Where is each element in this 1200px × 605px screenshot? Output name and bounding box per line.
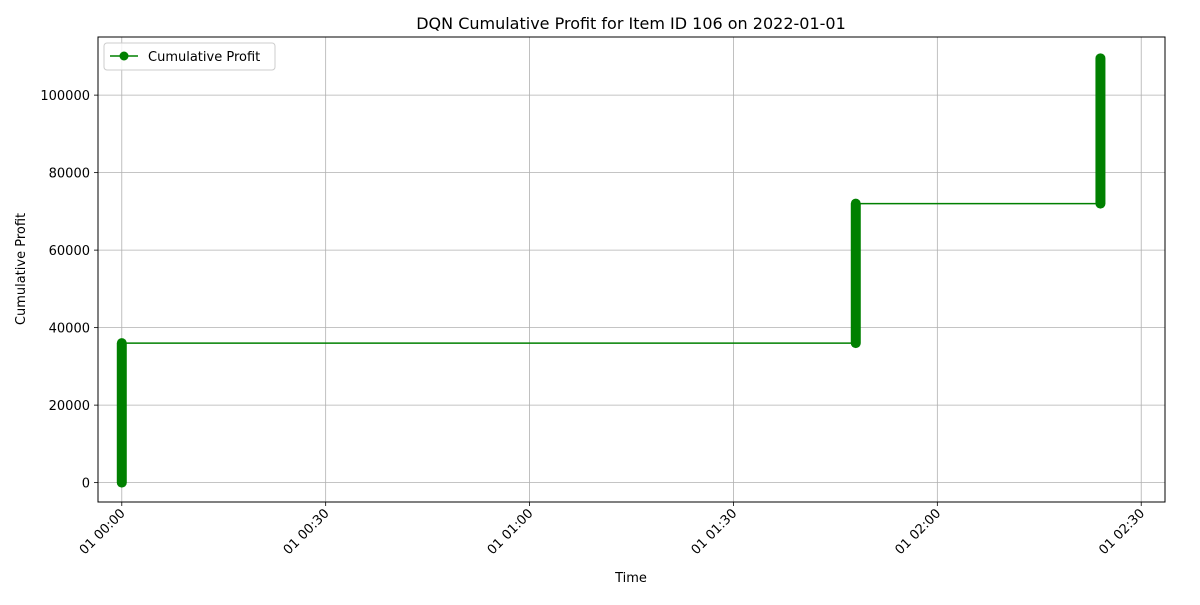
series-marker-band [1095,53,1106,209]
y-tick-label: 100000 [40,89,90,104]
x-tick-label: 01 02:30 [1096,506,1148,558]
x-tick-label: 01 00:00 [77,506,129,558]
legend-marker-icon [119,51,129,61]
y-tick-label: 40000 [49,322,90,337]
grid [98,37,1165,502]
y-tick-label: 0 [82,477,90,492]
y-tick-label: 60000 [49,244,90,259]
legend-label: Cumulative Profit [148,50,260,65]
legend-box [103,42,276,71]
x-tick-label: 01 01:00 [485,506,537,558]
y-tick-label: 20000 [49,399,90,414]
x-tick-label: 01 02:00 [892,506,944,558]
x-tick-label: 01 00:30 [281,506,333,558]
chart-title: DQN Cumulative Profit for Item ID 106 on… [416,14,846,33]
y-axis: 0 20000 40000 60000 80000 100000 [40,89,98,492]
plot-frame [97,36,1166,503]
x-tick-label: 01 01:30 [689,506,741,558]
x-axis-label: Time [614,571,647,586]
series-layer [116,53,1106,488]
x-axis: 01 00:00 01 00:30 01 01:00 01 01:30 01 02:00… [77,502,1148,558]
y-axis-label: Cumulative Profit [14,213,29,325]
series-line [120,58,1102,483]
series-marker-band [116,338,127,488]
y-tick-label: 80000 [49,167,90,182]
series-marker-band [850,198,861,349]
legend: Cumulative Profit [103,42,276,71]
